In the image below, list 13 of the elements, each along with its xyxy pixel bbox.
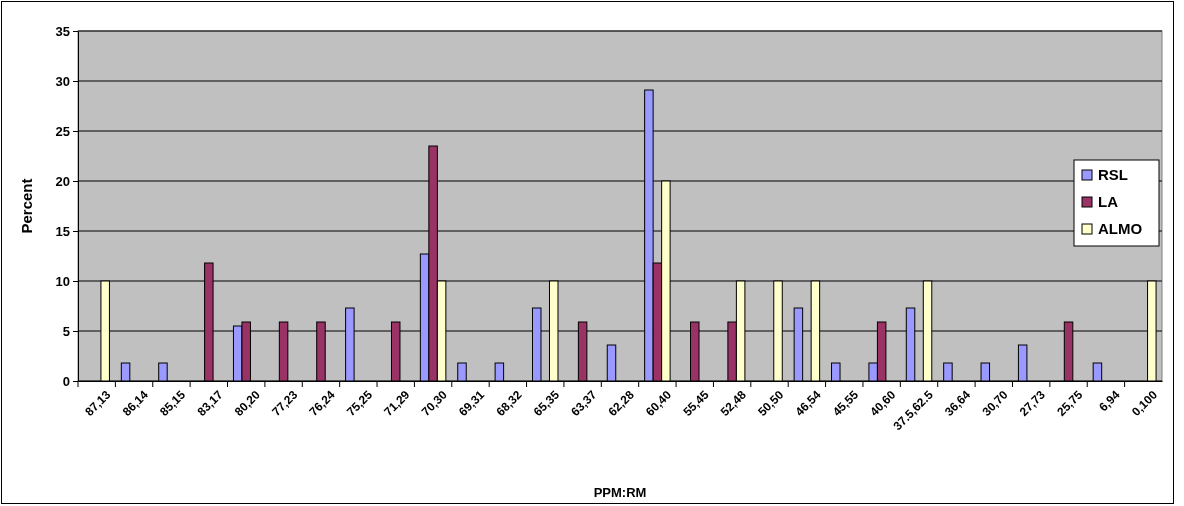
y-tick-label: 15 (55, 223, 70, 239)
legend-label: ALMO (1098, 220, 1143, 237)
y-tick-label: 5 (62, 323, 70, 339)
legend-label: LA (1098, 193, 1119, 210)
y-tick-label: 20 (55, 173, 70, 189)
y-tick-label: 35 (55, 23, 70, 39)
y-tick-label: 0 (62, 373, 70, 389)
y-tick-label: 10 (55, 273, 70, 289)
legend-label: RSL (1098, 166, 1128, 183)
x-axis-title: PPM:RM (593, 485, 647, 500)
y-tick-label: 30 (55, 73, 70, 89)
y-axis-title: Percent (18, 178, 35, 234)
y-tick-label: 25 (55, 123, 70, 139)
